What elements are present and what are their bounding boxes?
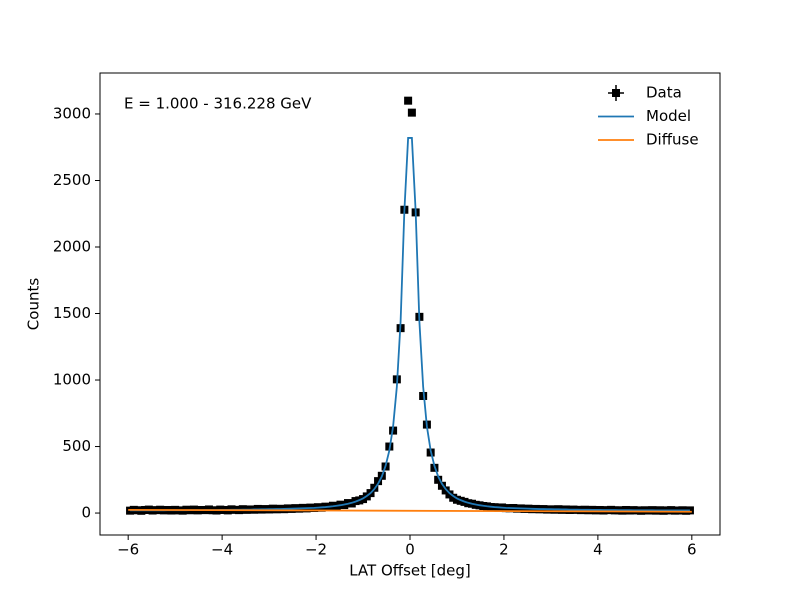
y-axis-label: Counts	[25, 278, 43, 331]
series-line	[128, 508, 692, 513]
x-tick-label: 4	[593, 541, 603, 559]
x-axis-label: LAT Offset [deg]	[349, 562, 471, 580]
x-tick-label: 6	[687, 541, 697, 559]
y-tick-label: 0	[81, 504, 91, 522]
x-tick-label: 0	[405, 541, 415, 559]
y-tick-label: 1000	[53, 371, 91, 389]
data-point	[404, 96, 413, 105]
x-tick-label: −6	[117, 541, 139, 559]
x-tick-label: −2	[305, 541, 327, 559]
data-point	[374, 477, 383, 486]
legend-label: Data	[646, 84, 682, 102]
annotation: E = 1.000 - 316.228 GeV	[124, 95, 312, 113]
x-tick-label: 2	[499, 541, 509, 559]
data-point	[437, 481, 446, 490]
legend-marker	[612, 89, 620, 97]
y-tick-label: 500	[62, 437, 91, 455]
x-tick-label: −4	[211, 541, 233, 559]
legend-label: Diffuse	[646, 131, 699, 149]
y-tick-label: 2000	[53, 237, 91, 255]
y-tick-label: 3000	[53, 104, 91, 122]
legend-label: Model	[646, 107, 691, 125]
data-point	[434, 475, 443, 484]
y-tick-label: 2500	[53, 171, 91, 189]
plot-frame	[99, 72, 721, 536]
y-tick-label: 1500	[53, 304, 91, 322]
data-point	[407, 108, 416, 117]
